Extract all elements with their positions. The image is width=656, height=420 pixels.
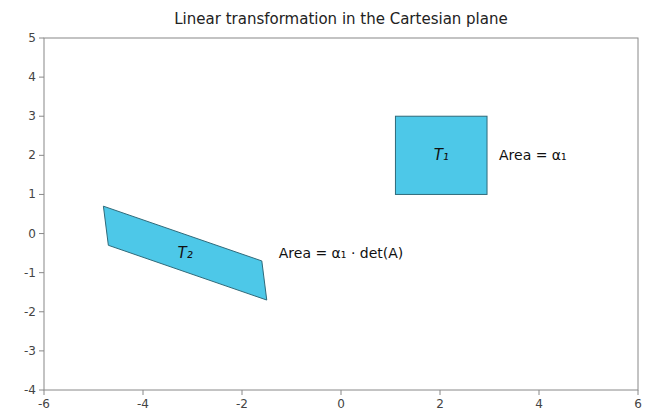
y-tick xyxy=(39,272,44,273)
y-tick xyxy=(39,116,44,117)
annotation: Area = α₁ xyxy=(499,147,567,163)
x-tick-label: 4 xyxy=(535,397,543,411)
x-tick xyxy=(440,390,441,395)
chart: Linear transformation in the Cartesian p… xyxy=(0,0,656,420)
labels: T₁ Area = α₁ T₂ Area = α₁ · det(A) xyxy=(177,146,566,262)
x-tick xyxy=(638,390,639,395)
x-tick-label: -4 xyxy=(137,397,149,411)
y-tick xyxy=(39,390,44,391)
parallelogram xyxy=(103,206,266,300)
x-tick-label: 0 xyxy=(337,397,345,411)
title: Linear transformation in the Cartesian p… xyxy=(174,10,507,28)
x-tick xyxy=(341,390,342,395)
y-tick xyxy=(39,311,44,312)
x-tick-label: 6 xyxy=(634,397,642,411)
y-tick-label: 4 xyxy=(28,70,36,84)
y-tick xyxy=(39,38,44,39)
plot-area xyxy=(103,116,487,300)
y-tick-label: -2 xyxy=(24,305,36,319)
y-tick xyxy=(39,350,44,351)
annotation: Area = α₁ · det(A) xyxy=(279,245,404,261)
y-tick xyxy=(39,77,44,78)
shape-label: T₂ xyxy=(177,244,192,262)
x-tick-label: -2 xyxy=(236,397,248,411)
x-tick xyxy=(539,390,540,395)
shape-label: T₁ xyxy=(434,146,449,164)
y-tick-label: 5 xyxy=(28,31,36,45)
y-tick-label: 3 xyxy=(28,109,36,123)
x-tick xyxy=(143,390,144,395)
y-tick-label: 0 xyxy=(28,227,36,241)
y-tick-label: 1 xyxy=(28,187,36,201)
y-tick-label: -3 xyxy=(24,344,36,358)
x-tick-label: -6 xyxy=(38,397,50,411)
y-tick xyxy=(39,233,44,234)
x-tick xyxy=(44,390,45,395)
y-tick-label: -1 xyxy=(24,266,36,280)
plot-frame xyxy=(44,38,638,390)
x-tick-label: 2 xyxy=(436,397,444,411)
y-tick-label: -4 xyxy=(24,383,36,397)
y-tick-label: 2 xyxy=(28,148,36,162)
y-tick xyxy=(39,155,44,156)
rectangle xyxy=(395,116,487,194)
x-tick xyxy=(242,390,243,395)
y-tick xyxy=(39,194,44,195)
